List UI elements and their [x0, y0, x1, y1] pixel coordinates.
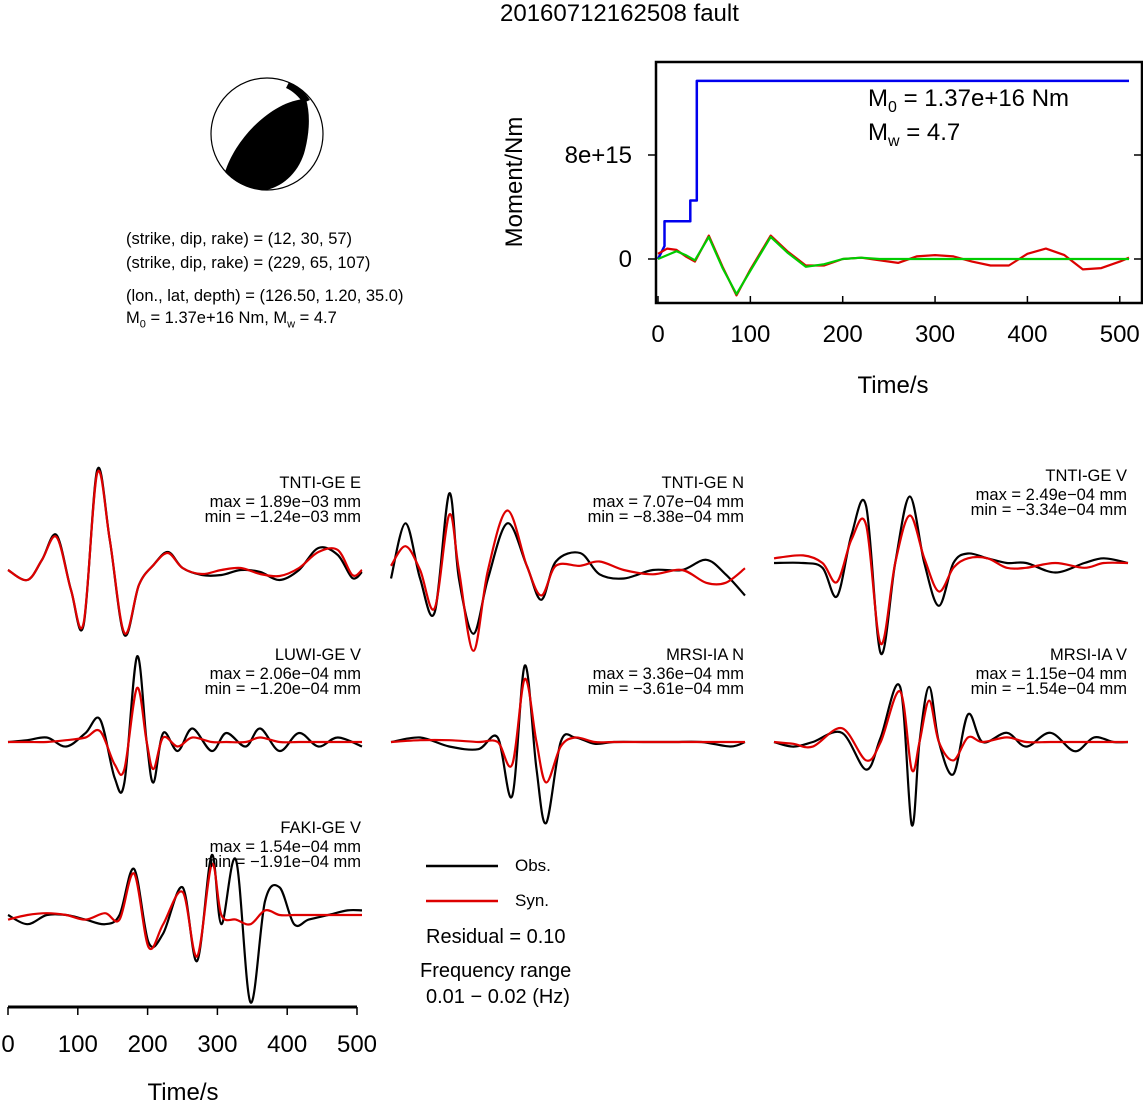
legend-syn-label: Syn. [515, 891, 550, 910]
waveform-time-axis: 0 100 200 300 400 500 Time/s [1, 1005, 377, 1104]
max-amplitude-label: max = 1.15e−04 mm [976, 665, 1127, 683]
synthetic-trace [773, 514, 1129, 645]
moment-xtick-label: 100 [730, 321, 770, 348]
frequency-range-title: Frequency range [420, 960, 572, 982]
time-axis-tick-label: 0 [1, 1031, 14, 1058]
max-amplitude-label: max = 2.06e−04 mm [210, 665, 361, 683]
moment-xtick-label: 300 [915, 321, 955, 348]
time-axis-tick-label: 300 [197, 1031, 237, 1058]
synthetic-trace [390, 509, 746, 652]
synthetic-trace [390, 677, 745, 784]
moment-series-3 [657, 235, 1129, 296]
moment-xlabel: Time/s [857, 372, 928, 399]
nodal-plane-2: (strike, dip, rake) = (229, 65, 107) [126, 254, 371, 272]
observed-trace [773, 683, 1129, 827]
max-amplitude-label: max = 2.49e−04 mm [976, 486, 1127, 504]
moment-xtick-label: 200 [823, 321, 863, 348]
observed-trace [773, 495, 1129, 656]
min-amplitude-label: min = −3.34e−04 mm [971, 501, 1127, 519]
frequency-range-value: 0.01 − 0.02 (Hz) [426, 986, 570, 1008]
time-axis-tick-label: 500 [337, 1031, 377, 1058]
synthetic-trace [7, 686, 362, 776]
moment-xtick-label: 500 [1100, 321, 1140, 348]
beachball-compressional-sliver [286, 82, 310, 103]
min-amplitude-label: min = −1.54e−04 mm [971, 680, 1127, 698]
source-location: (lon., lat, depth) = (126.50, 1.20, 35.0… [126, 287, 404, 305]
max-amplitude-label: max = 1.89e−03 mm [210, 493, 361, 511]
station-label: TNTI-GE V [1045, 467, 1127, 485]
moment-plot-frame [654, 60, 1143, 305]
beachball-compressional-lobe [225, 99, 309, 190]
time-axis-tick-label: 400 [267, 1031, 307, 1058]
station-label: LUWI-GE V [275, 646, 361, 664]
min-amplitude-label: min = −8.38e−04 mm [588, 508, 744, 526]
moment-xtick-label: 0 [651, 321, 664, 348]
max-amplitude-label: max = 3.36e−04 mm [593, 665, 744, 683]
synthetic-trace [7, 862, 362, 958]
moment-series-1 [656, 79, 1129, 260]
moment-mw-label: Mw = 4.7 [868, 119, 961, 150]
figure-title: 20160712162508 fault [500, 0, 739, 27]
station-label: MRSI-IA N [666, 646, 744, 664]
time-axis-label: Time/s [147, 1079, 218, 1104]
min-amplitude-label: min = −1.24e−03 mm [205, 508, 361, 526]
moment-marks [656, 79, 1130, 297]
time-axis-tick-label: 200 [128, 1031, 168, 1058]
observed-trace [7, 854, 363, 1004]
min-amplitude-label: min = −1.20e−04 mm [205, 680, 361, 698]
moment-series-2 [657, 234, 1130, 297]
min-amplitude-label: min = −3.61e−04 mm [588, 680, 744, 698]
station-label: TNTI-GE E [279, 474, 361, 492]
moment-axes: 0 100 200 300 400 500 0 8e+15 Time/s Moment/Nm [501, 117, 1142, 399]
station-label: MRSI-IA V [1050, 646, 1127, 664]
max-amplitude-label: max = 1.54e−04 mm [210, 838, 361, 856]
moment-ytick-label: 0 [619, 246, 632, 273]
synthetic-trace [773, 690, 1128, 773]
synthetic-trace [7, 469, 363, 635]
moment-magnitude-line: M0 = 1.37e+16 Nm, Mw = 4.7 [126, 309, 337, 331]
beachball [210, 77, 324, 191]
max-amplitude-label: max = 7.07e−04 mm [593, 493, 744, 511]
moment-xtick-label: 400 [1007, 321, 1047, 348]
station-label: FAKI-GE V [280, 819, 361, 837]
moment-ylabel: Moment/Nm [501, 117, 528, 248]
nodal-plane-1: (strike, dip, rake) = (12, 30, 57) [126, 230, 353, 248]
moment-ytick-label: 8e+15 [565, 142, 632, 169]
residual-label: Residual = 0.10 [426, 926, 566, 948]
time-axis-tick-label: 100 [58, 1031, 98, 1058]
legend-obs-label: Obs. [515, 856, 551, 875]
moment-m0-label: M0 = 1.37e+16 Nm [868, 85, 1070, 116]
min-amplitude-label: min = −1.91e−04 mm [205, 853, 361, 871]
station-label: TNTI-GE N [662, 474, 745, 492]
moment-panel: 0 100 200 300 400 500 0 8e+15 Time/s Moment/Nm [501, 60, 1143, 399]
